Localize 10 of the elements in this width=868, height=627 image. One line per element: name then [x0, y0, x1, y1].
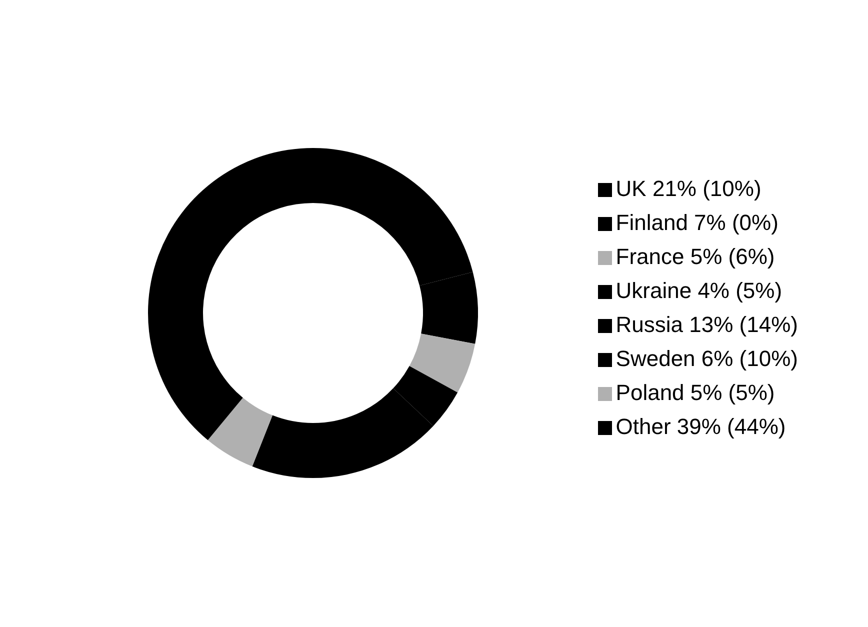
legend-label: Finland 7% (0%) [616, 210, 778, 235]
legend-label: Ukraine 4% (5%) [616, 278, 782, 303]
legend-label: Other 39% (44%) [616, 414, 786, 439]
donut-slice [208, 398, 273, 466]
legend-label: France 5% (6%) [616, 244, 775, 269]
legend-label: Russia 13% (14%) [616, 312, 798, 337]
legend-label: Poland 5% (5%) [616, 380, 775, 405]
donut-slice [409, 334, 476, 392]
legend-label: UK 21% (10%) [616, 176, 762, 201]
legend-label: Sweden 6% (10%) [616, 346, 798, 371]
